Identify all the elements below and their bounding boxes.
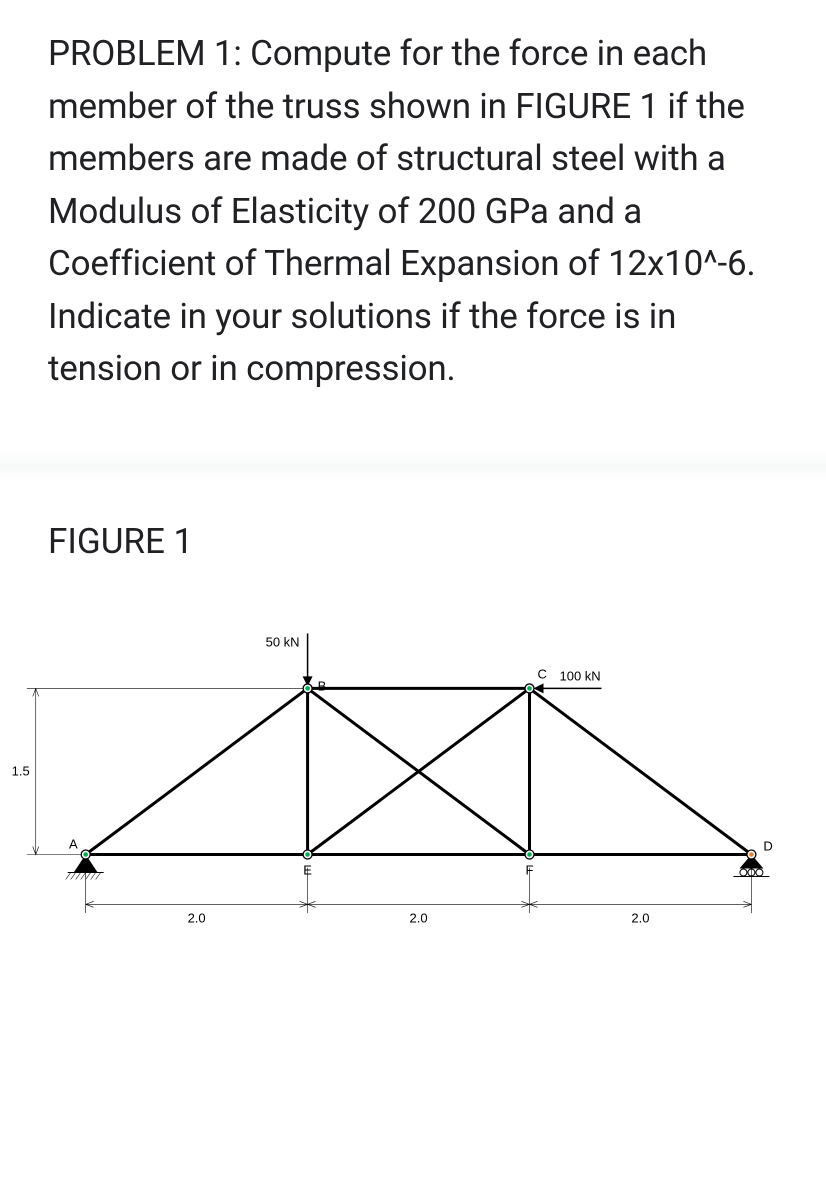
svg-text:C: C <box>538 666 547 681</box>
section-divider <box>0 451 826 481</box>
truss-diagram: 2.0 2.0 2.0 1.5 50 kN 100 kN A E F D B C <box>8 622 818 932</box>
svg-text:50 kN: 50 kN <box>266 634 300 649</box>
svg-text:2.0: 2.0 <box>631 910 649 925</box>
svg-text:E: E <box>303 862 312 877</box>
svg-text:2.0: 2.0 <box>410 910 428 925</box>
svg-text:2.0: 2.0 <box>188 910 206 925</box>
problem-statement: PROBLEM 1: Compute for the force in each… <box>0 0 826 396</box>
svg-text:D: D <box>763 838 772 853</box>
svg-text:1.5: 1.5 <box>12 763 30 778</box>
svg-text:F: F <box>526 862 534 877</box>
svg-text:100 kN: 100 kN <box>560 668 601 683</box>
figure-caption: FIGURE 1 <box>0 481 826 562</box>
svg-text:A: A <box>69 836 78 851</box>
svg-text:B: B <box>318 678 327 693</box>
figure-area: 2.0 2.0 2.0 1.5 50 kN 100 kN A E F D B C <box>0 562 826 936</box>
